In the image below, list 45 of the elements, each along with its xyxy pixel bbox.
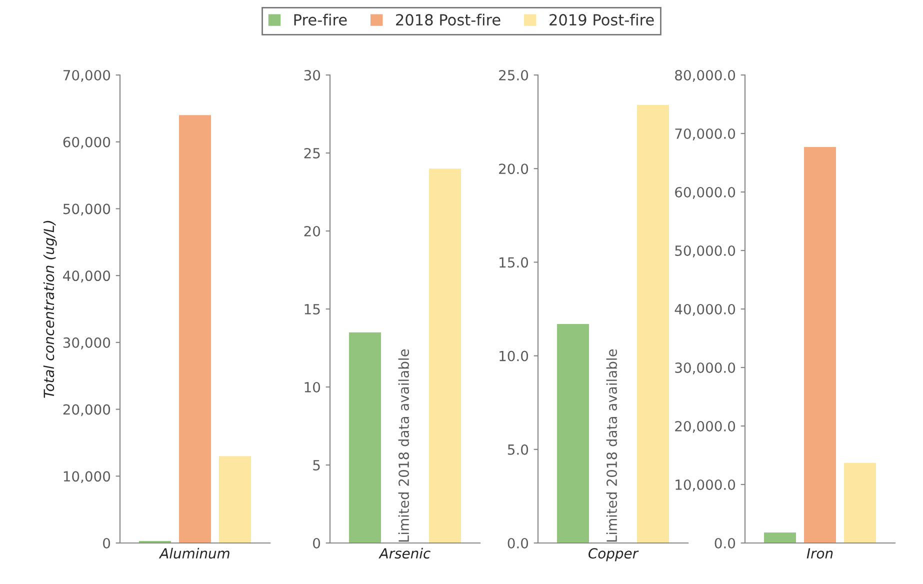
y-tick-label: 5	[313, 460, 320, 470]
y-tick-label: 20	[304, 226, 320, 236]
y-tick-label: 10,000	[64, 471, 110, 484]
y-tick-label: 60,000.0	[675, 186, 736, 199]
bar	[804, 146, 836, 543]
y-tick-label: 50,000.0	[675, 245, 736, 258]
y-tick-label: 30	[304, 70, 320, 80]
y-tick-label: 50,000	[63, 204, 110, 216]
y-tick-label: 70,000	[64, 70, 110, 82]
y-tick-label: 0	[313, 538, 320, 548]
legend-label: 2019 Post-fire	[550, 14, 654, 26]
y-tick-label: 40,000.0	[674, 304, 736, 316]
x-tick-label: Copper	[588, 548, 639, 562]
x-tick-label: Iron	[806, 548, 833, 559]
legend-label: 2018 Post-fire	[396, 14, 500, 26]
x-tick-label: Aluminum	[158, 548, 230, 559]
bar	[844, 462, 876, 543]
y-tick-label: 25.0	[499, 70, 528, 80]
y-tick-label: 10.0	[500, 350, 528, 362]
y-axis-title: Total concentration (ug/L)	[43, 220, 57, 398]
y-tick-label: 20,000	[63, 404, 110, 416]
y-tick-label: 40,000	[63, 270, 110, 282]
y-tick-label: 0	[103, 538, 110, 548]
y-tick-label: 20.0	[499, 164, 528, 174]
y-tick-label: 60,000	[63, 136, 110, 149]
annotation: Limited 2018 data available	[606, 349, 618, 542]
bar	[764, 532, 796, 543]
y-tick-label: 15.0	[500, 257, 528, 268]
legend-label: Pre-fire	[294, 14, 347, 26]
bar	[179, 115, 211, 543]
y-tick-label: 10,000.0	[676, 479, 736, 492]
annotation: Limited 2018 data available	[398, 349, 410, 542]
y-tick-label: 70,000.0	[675, 128, 736, 140]
y-tick-label: 0.0	[508, 538, 528, 548]
y-tick-label: 20,000.0	[675, 420, 736, 433]
y-tick-label: 15	[304, 304, 320, 314]
y-tick-label: 30,000	[63, 337, 110, 350]
y-tick-label: 25	[304, 148, 320, 158]
y-tick-label: 30,000.0	[675, 362, 736, 374]
y-tick-label: 10	[304, 382, 320, 392]
y-tick-label: 80,000.0	[675, 70, 736, 82]
x-tick-label: Arsenic	[378, 548, 430, 559]
y-tick-label: 0.0	[714, 538, 736, 548]
bar	[219, 456, 251, 543]
y-tick-label: 5.0	[508, 444, 528, 455]
